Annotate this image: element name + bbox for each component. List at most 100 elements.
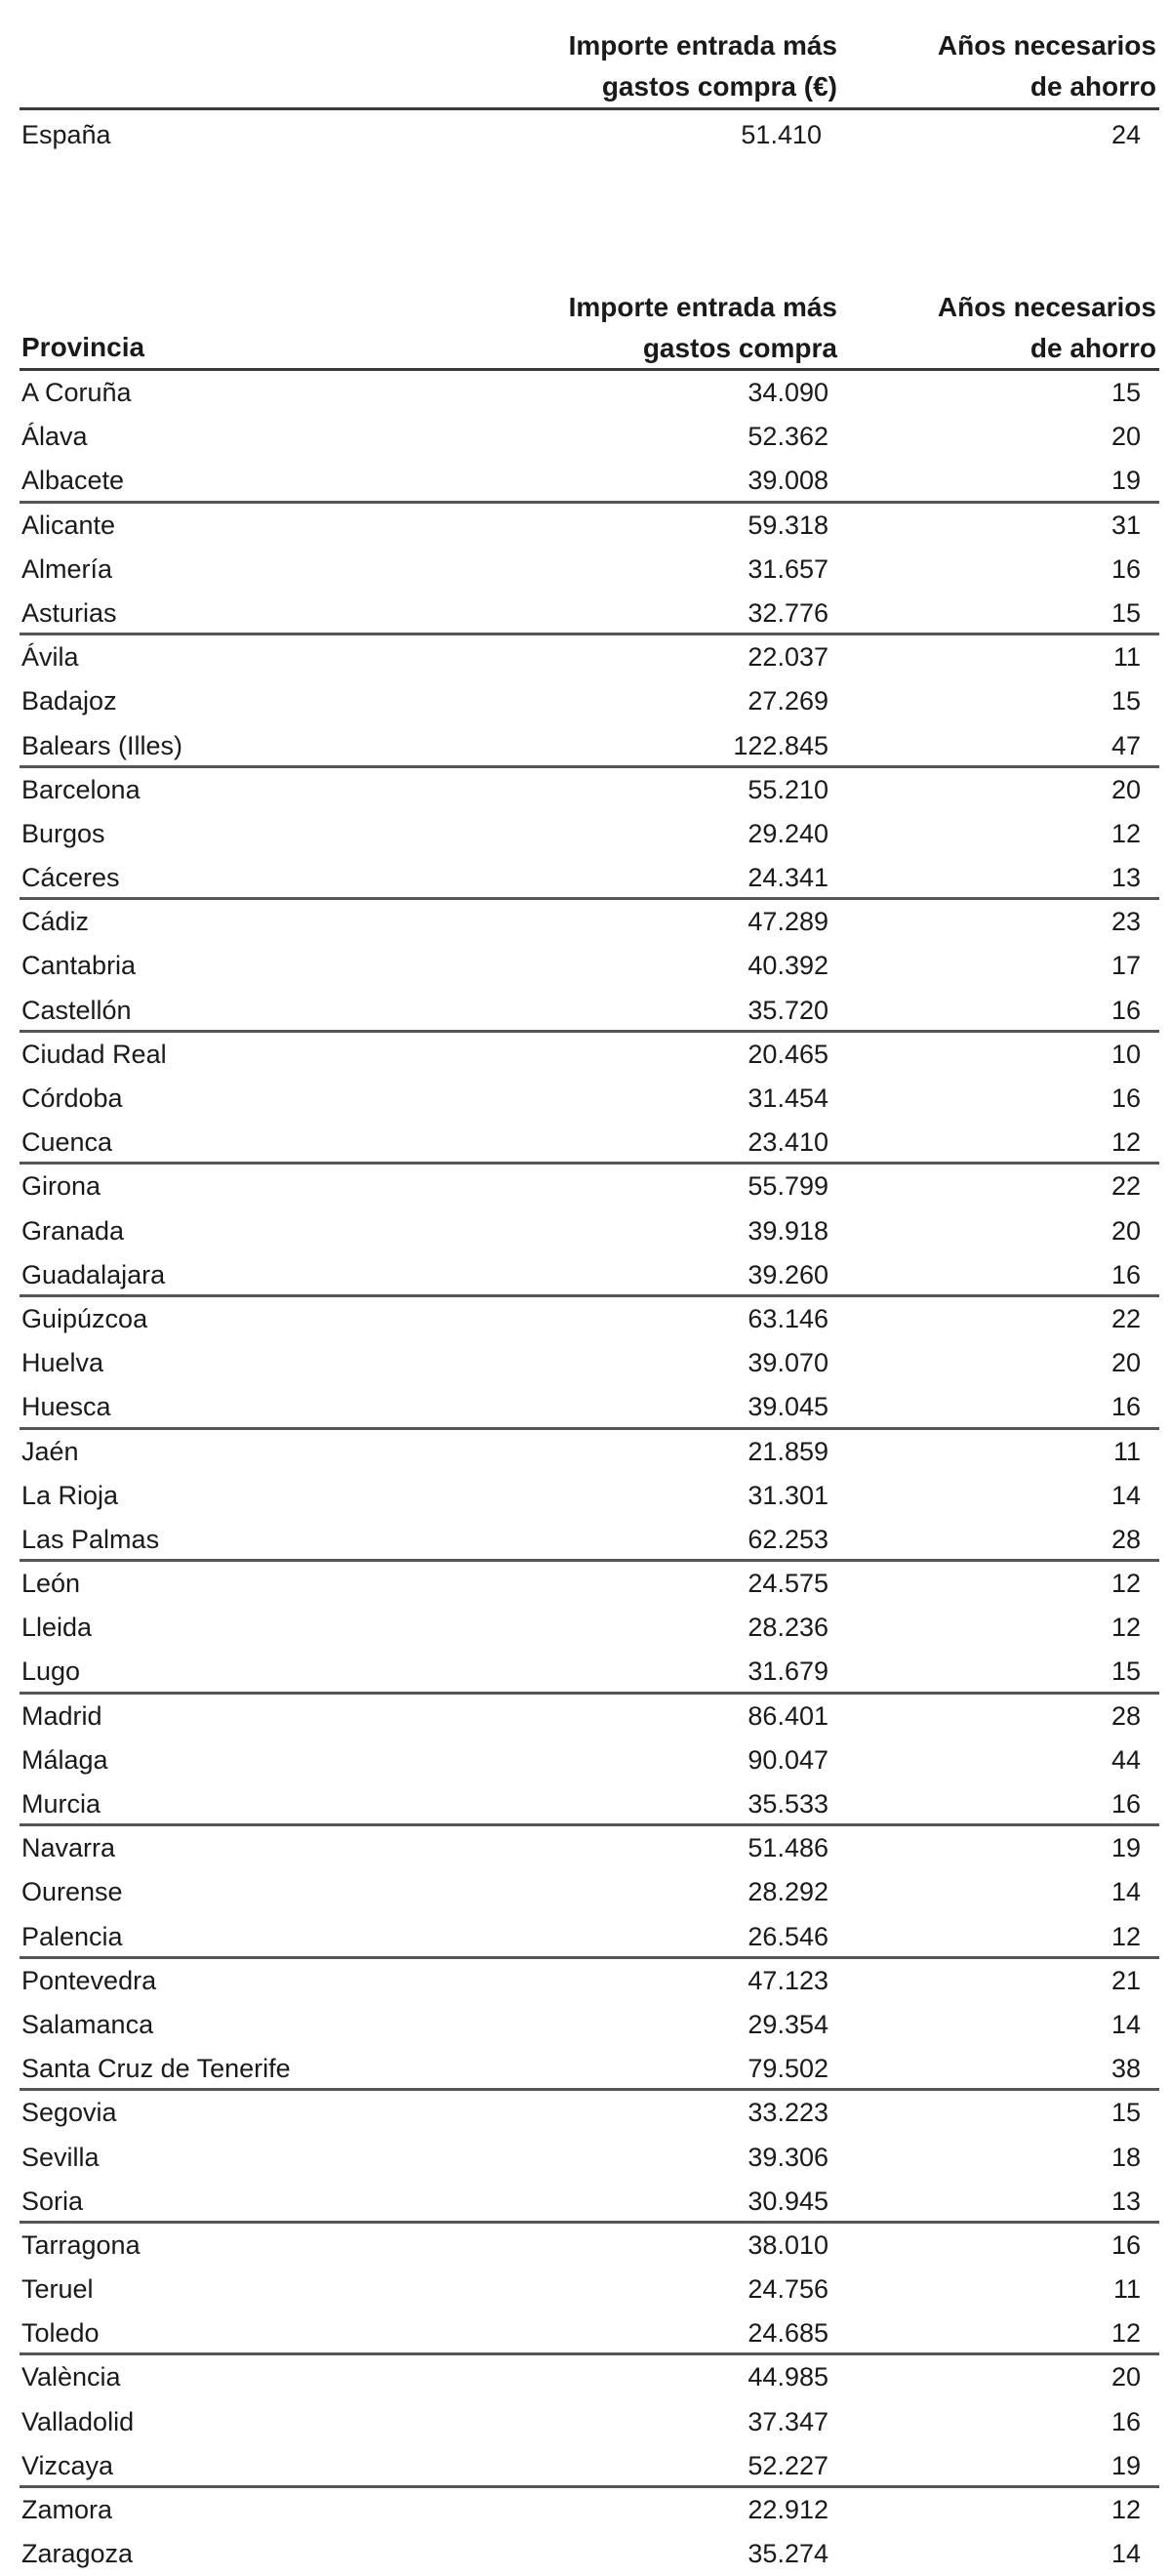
province-name: Madrid — [21, 1700, 102, 1731]
province-years: 12 — [1110, 818, 1141, 848]
amount-header-line1: Importe entrada más — [568, 292, 837, 322]
table-row: Badajoz 27.269 15 — [20, 679, 1159, 723]
province-years: 14 — [1110, 1480, 1141, 1510]
province-years: 19 — [1110, 2450, 1141, 2480]
province-years: 14 — [1110, 1877, 1141, 1907]
province-years: 15 — [1110, 597, 1141, 628]
province-name: Las Palmas — [21, 1524, 160, 1554]
province-name: La Rioja — [21, 1480, 119, 1510]
province-amount: 52.362 — [747, 422, 828, 452]
province-years: 11 — [1112, 2274, 1141, 2305]
province-name: Barcelona — [21, 774, 141, 804]
table-row: Zamora 22.912 12 — [20, 2488, 1159, 2532]
province-years: 16 — [1110, 2406, 1141, 2436]
table-row: Valladolid 37.347 16 — [20, 2400, 1159, 2444]
province-years: 20 — [1110, 1348, 1141, 1378]
table-row: Huesca 39.045 16 — [20, 1385, 1159, 1430]
province-name: Granada — [21, 1215, 125, 1246]
table-row: Jaén 21.859 11 — [20, 1430, 1159, 1474]
province-name: Palencia — [21, 1921, 123, 1951]
province-years: 23 — [1110, 907, 1141, 937]
table-row: Cádiz 47.289 23 — [20, 900, 1159, 944]
province-amount: 30.945 — [747, 2186, 828, 2216]
province-rows: A Coruña 34.090 15 Álava 52.362 20 Albac… — [20, 371, 1159, 2576]
province-name: Huelva — [21, 1348, 104, 1378]
province-years: 14 — [1110, 2539, 1141, 2569]
province-name: Toledo — [21, 2318, 100, 2349]
province-years: 16 — [1110, 995, 1141, 1025]
province-amount: 27.269 — [747, 686, 828, 716]
years-header-line1: Años necesarios — [937, 30, 1156, 61]
province-years: 12 — [1110, 1569, 1141, 1599]
amount-header-line2: gastos compra — [642, 333, 837, 363]
table-row: Salamanca 29.354 14 — [20, 2003, 1159, 2047]
province-years: 28 — [1110, 1524, 1141, 1554]
table-row: Santa Cruz de Tenerife 79.502 38 — [20, 2047, 1159, 2092]
province-years: 19 — [1110, 466, 1141, 496]
table-row: Zaragoza 35.274 14 — [20, 2532, 1159, 2576]
province-name: Sevilla — [21, 2142, 100, 2172]
province-table-header: Provincia Importe entrada más gastos com… — [20, 266, 1159, 371]
province-amount: 33.223 — [747, 2098, 828, 2128]
province-amount: 47.123 — [747, 1965, 828, 1995]
province-years: 38 — [1110, 2054, 1141, 2084]
province-years: 12 — [1110, 2318, 1141, 2349]
province-amount: 39.306 — [747, 2142, 828, 2172]
province-name: Almería — [21, 553, 113, 584]
table-row: Castellón 35.720 16 — [20, 989, 1159, 1033]
table-row: Madrid 86.401 28 — [20, 1695, 1159, 1738]
province-name: Lugo — [21, 1656, 81, 1687]
province-years: 16 — [1110, 1789, 1141, 1819]
province-years: 12 — [1110, 1921, 1141, 1951]
table-row: Lleida 28.236 12 — [20, 1606, 1159, 1650]
table-row: Álava 52.362 20 — [20, 415, 1159, 459]
province-amount: 39.070 — [747, 1348, 828, 1378]
province-amount: 44.985 — [747, 2362, 828, 2392]
province-years: 16 — [1110, 1392, 1141, 1422]
province-years: 15 — [1110, 1656, 1141, 1687]
table-row: León 24.575 12 — [20, 1562, 1159, 1606]
province-years: 16 — [1110, 553, 1141, 584]
table-row: Guadalajara 39.260 16 — [20, 1253, 1159, 1297]
province-amount: 24.575 — [747, 1569, 828, 1599]
province-name: Ciudad Real — [21, 1039, 167, 1069]
province-name: Soria — [21, 2186, 84, 2216]
province-amount: 29.240 — [747, 818, 828, 848]
table-row: Balears (Illes) 122.845 47 — [20, 724, 1159, 768]
province-amount: 63.146 — [747, 1303, 828, 1333]
province-years: 19 — [1110, 1833, 1141, 1863]
province-years: 11 — [1112, 642, 1141, 673]
province-years: 16 — [1110, 1084, 1141, 1113]
years-header-line1: Años necesarios — [937, 292, 1156, 322]
province-amount: 35.274 — [747, 2539, 828, 2569]
province-name: Balears (Illes) — [21, 730, 183, 760]
table-row: Asturias 32.776 15 — [20, 592, 1159, 636]
province-amount: 39.008 — [747, 466, 828, 496]
table-row: Barcelona 55.210 20 — [20, 768, 1159, 812]
table-row: Ourense 28.292 14 — [20, 1870, 1159, 1914]
province-name: Salamanca — [21, 2009, 154, 2039]
province-name: Navarra — [21, 1833, 116, 1863]
table-row: Almería 31.657 16 — [20, 548, 1159, 592]
province-years: 13 — [1110, 863, 1141, 893]
table-row: Guipúzcoa 63.146 22 — [20, 1297, 1159, 1341]
province-amount: 35.533 — [747, 1789, 828, 1819]
province-years: 13 — [1110, 2186, 1141, 2216]
province-years: 12 — [1110, 2495, 1141, 2524]
province-name: Guadalajara — [21, 1259, 166, 1289]
table-row: Tarragona 38.010 16 — [20, 2224, 1159, 2268]
province-name: Zamora — [21, 2495, 113, 2524]
summary-table: Importe entrada más gastos compra (€) Añ… — [20, 0, 1159, 157]
province-years: 20 — [1110, 422, 1141, 452]
province-amount: 122.845 — [733, 730, 828, 760]
province-name: Ávila — [21, 642, 79, 673]
province-name: Segovia — [21, 2098, 117, 2128]
province-amount: 21.859 — [747, 1436, 828, 1466]
province-amount: 20.465 — [747, 1039, 828, 1069]
table-row: Cáceres 24.341 13 — [20, 856, 1159, 901]
province-amount: 24.756 — [747, 2274, 828, 2305]
table-row: Navarra 51.486 19 — [20, 1826, 1159, 1870]
province-years: 17 — [1110, 951, 1141, 981]
table-row: Ciudad Real 20.465 10 — [20, 1033, 1159, 1077]
province-name: Girona — [21, 1171, 101, 1202]
